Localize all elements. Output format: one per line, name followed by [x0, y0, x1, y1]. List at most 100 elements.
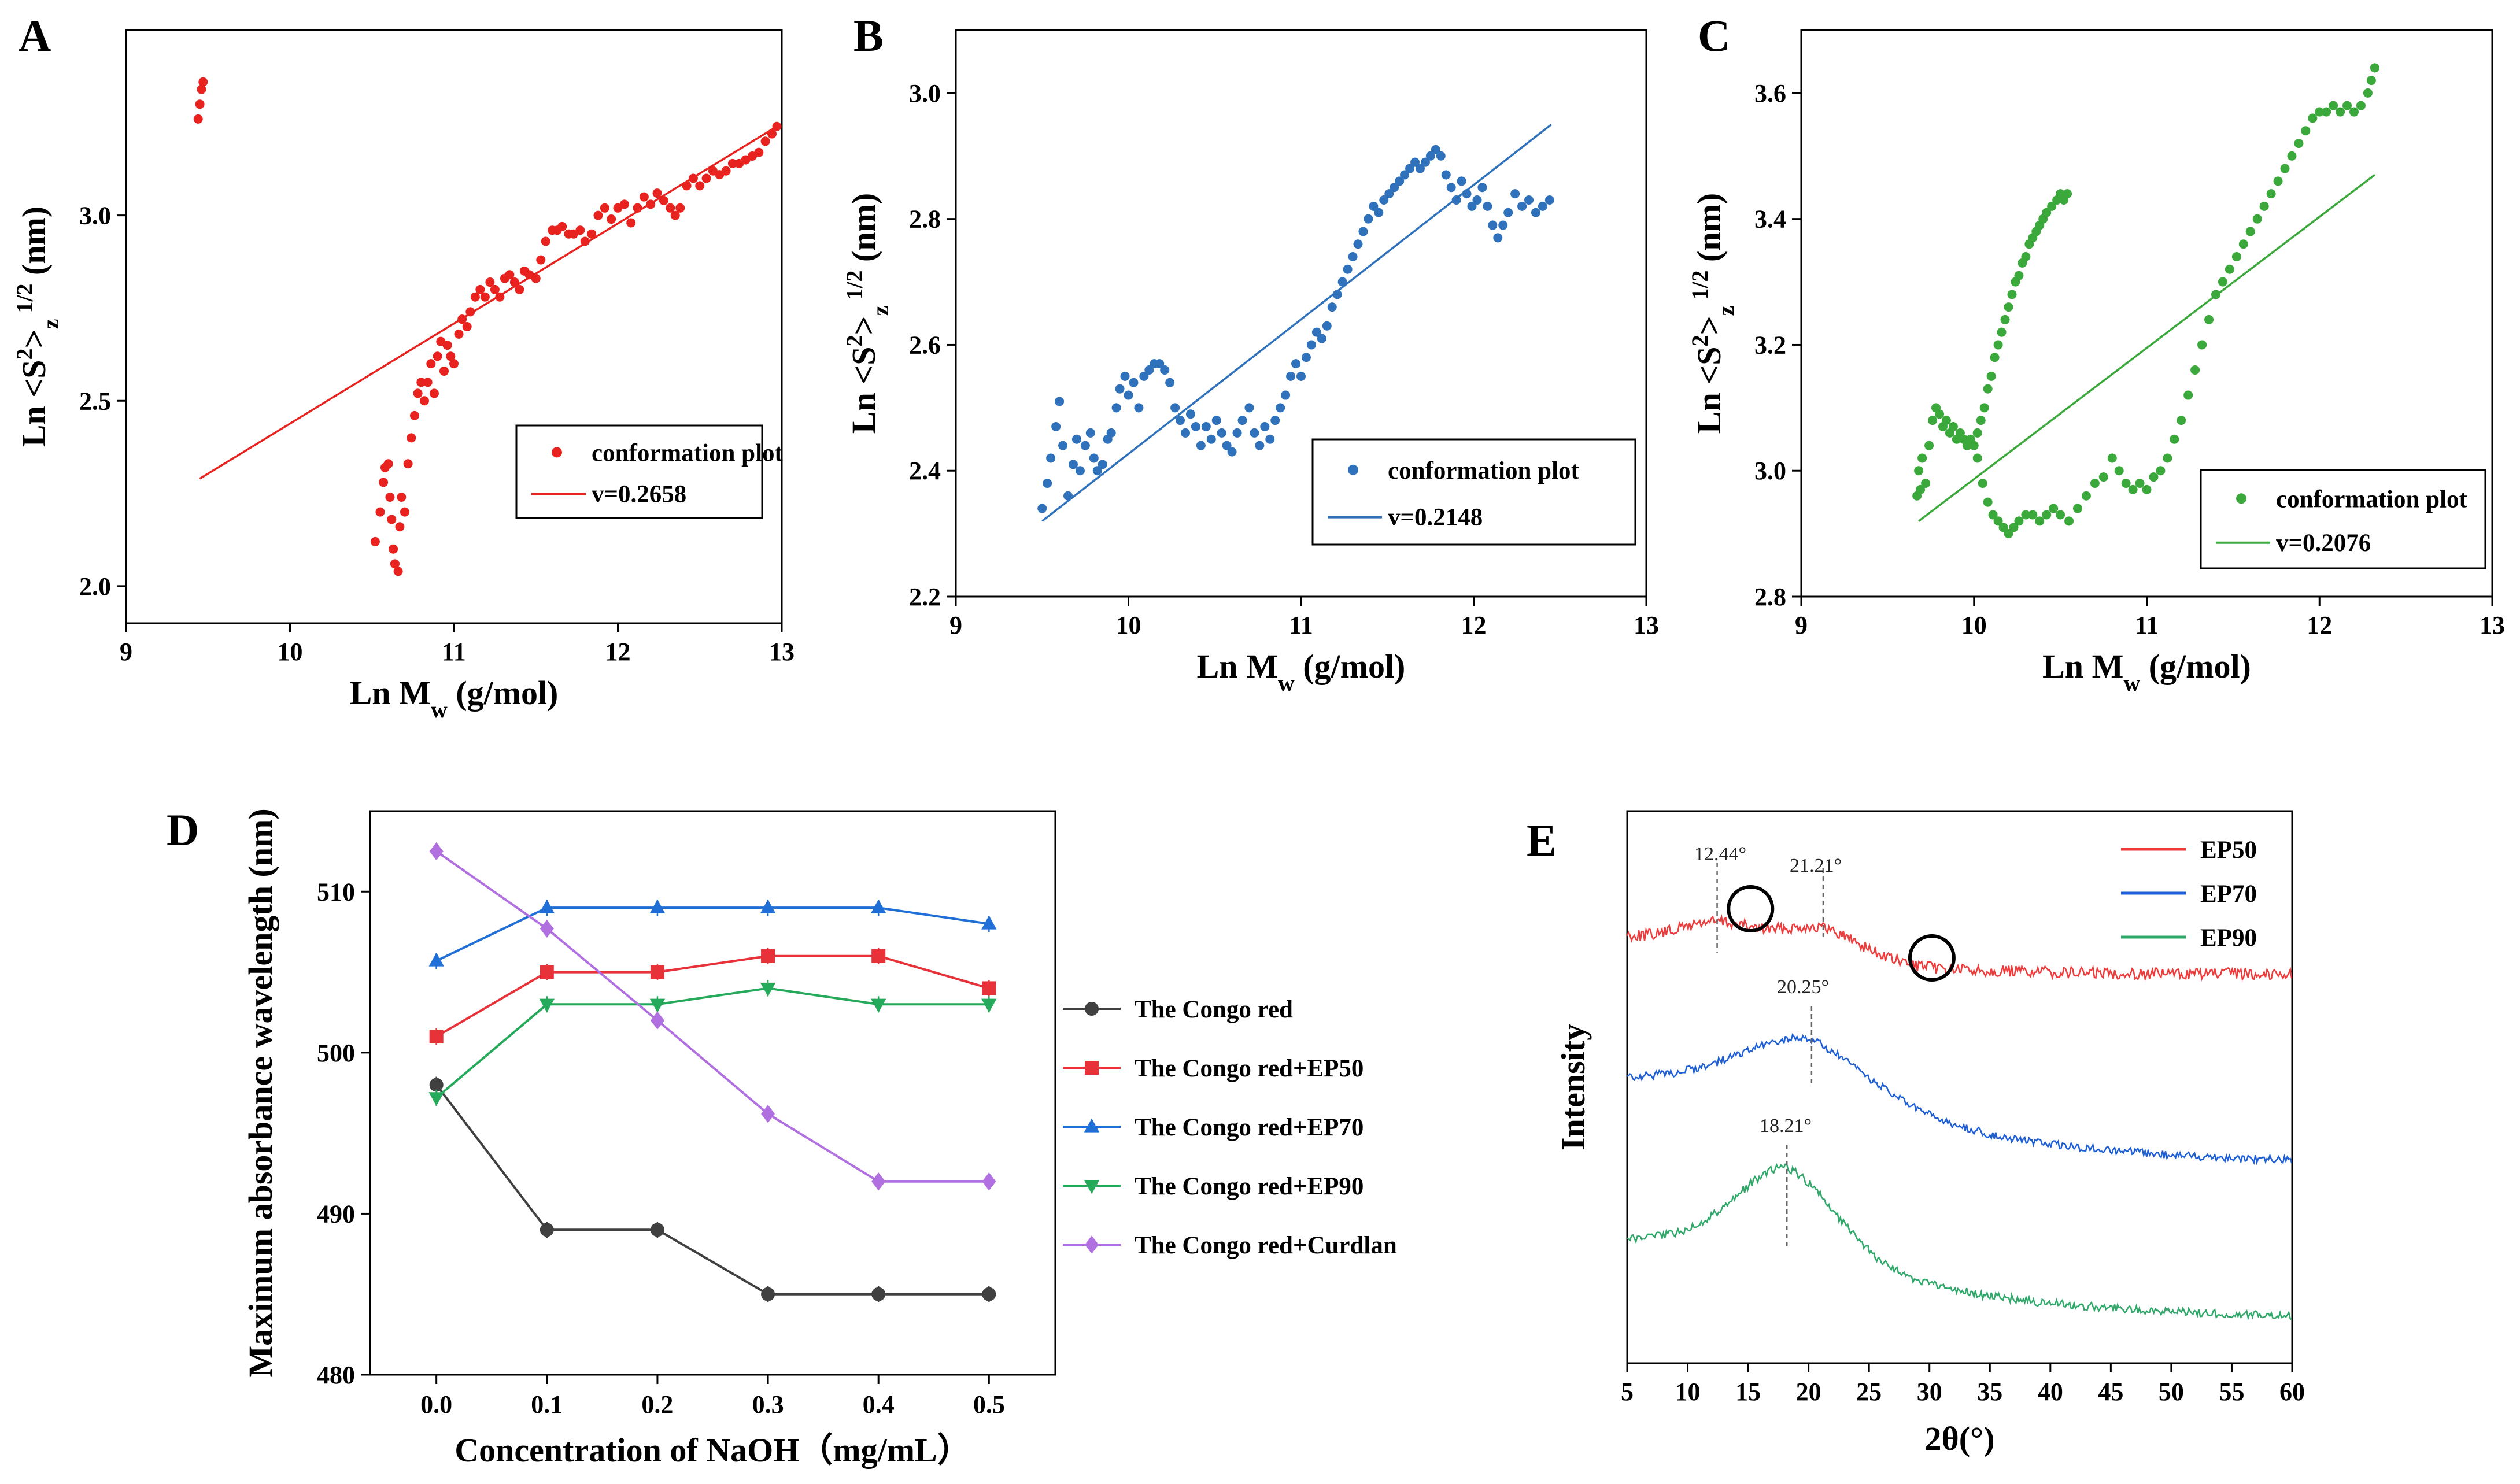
data-point — [2021, 510, 2031, 520]
x-axis-label: Concentration of NaOH（mg/mL） — [455, 1431, 971, 1469]
data-point — [1990, 353, 2000, 362]
legend-label: conformation plot — [1388, 457, 1580, 484]
data-point — [557, 221, 567, 231]
data-point — [1353, 239, 1363, 249]
panel-letter: D — [167, 805, 199, 855]
y-axis-label: Intensity — [1554, 1024, 1592, 1150]
data-point — [1181, 428, 1191, 438]
data-point — [2366, 76, 2376, 86]
data-point — [1071, 434, 1081, 444]
data-point — [649, 899, 666, 913]
data-point — [2014, 516, 2024, 526]
x-tick-label: 35 — [1977, 1378, 2002, 1406]
data-point — [1265, 434, 1275, 444]
data-point — [695, 181, 705, 191]
data-point — [1115, 384, 1125, 394]
y-tick-label: 3.6 — [1754, 79, 1786, 108]
x-tick-label: 10 — [1961, 611, 1987, 639]
data-point — [416, 378, 426, 387]
data-point — [1358, 227, 1368, 236]
data-point — [428, 1092, 444, 1106]
data-point — [871, 949, 886, 963]
data-point — [982, 981, 996, 995]
data-point — [2245, 227, 2255, 236]
data-point — [1400, 170, 1410, 180]
y-tick-label: 490 — [317, 1200, 355, 1228]
highlight-circle — [1727, 885, 1775, 932]
x-tick-label: 10 — [1675, 1378, 1701, 1406]
data-point — [2170, 434, 2179, 444]
data-point — [539, 998, 555, 1013]
data-point — [2183, 390, 2193, 400]
data-point — [428, 952, 444, 967]
panel-letter: A — [19, 10, 51, 61]
legend-box — [2200, 469, 2486, 569]
data-point — [480, 292, 490, 302]
data-point — [1379, 195, 1389, 205]
data-point — [370, 536, 380, 546]
data-point — [619, 199, 629, 209]
data-point — [1420, 157, 1430, 167]
data-point — [540, 1223, 554, 1237]
data-point — [2063, 189, 2072, 199]
data-point — [1374, 208, 1384, 217]
data-point — [505, 270, 515, 280]
x-tick-label: 12 — [605, 638, 631, 666]
x-tick-label: 50 — [2159, 1378, 2184, 1406]
data-point — [541, 236, 550, 246]
x-axis-label: Ln Mw (g/mol) — [1197, 647, 1406, 696]
data-point — [1165, 378, 1175, 387]
data-point — [2114, 466, 2124, 476]
data-point — [1306, 340, 1316, 350]
data-point — [772, 121, 782, 131]
data-point — [1170, 403, 1180, 413]
data-point — [1120, 371, 1130, 381]
data-point — [454, 329, 464, 339]
data-point — [1227, 447, 1237, 457]
y-tick-label: 2.8 — [1754, 583, 1786, 611]
xrd-pattern — [1627, 1163, 2292, 1321]
data-point — [1395, 176, 1405, 186]
data-point — [1260, 422, 1270, 431]
data-point — [1191, 422, 1200, 431]
data-point — [1538, 201, 1547, 211]
data-point — [580, 236, 590, 246]
x-tick-label: 45 — [2098, 1378, 2123, 1406]
x-tick-label: 25 — [1856, 1378, 1882, 1406]
data-point — [193, 114, 203, 124]
data-point — [761, 949, 775, 963]
data-point — [607, 214, 616, 224]
legend-label: EP90 — [2200, 924, 2257, 952]
data-point — [1498, 220, 1508, 230]
data-point — [1055, 397, 1065, 406]
data-point — [470, 292, 480, 302]
data-point — [2370, 63, 2379, 73]
data-point — [457, 314, 467, 324]
data-point — [2128, 484, 2138, 494]
y-axis-label: Maximum absorbance wavelength (nm) — [242, 808, 279, 1377]
xrd-pattern — [1626, 913, 2293, 982]
data-point — [475, 284, 485, 294]
data-point — [2004, 302, 2013, 312]
data-point — [2211, 290, 2220, 299]
x-tick-label: 40 — [2038, 1378, 2063, 1406]
data-point — [539, 899, 555, 913]
legend-label: EP70 — [2200, 880, 2257, 908]
data-point — [1250, 428, 1259, 438]
panel-c: C 9 10 11 12 13 2.8 3.0 3.2 3.4 3.6 Ln Mw (g/mol) Ln… — [1687, 10, 2506, 696]
panel-a: A 9 10 11 12 13 2.0 2.5 3.0 Ln Mw (g/mol) Ln <S2>z… — [12, 10, 795, 723]
data-point — [1503, 208, 1513, 217]
data-point — [1217, 428, 1226, 438]
data-point — [1085, 428, 1095, 438]
data-point — [1979, 403, 1989, 413]
y-tick-label: 500 — [317, 1039, 355, 1067]
data-point — [1106, 428, 1116, 438]
data-point — [2266, 189, 2276, 199]
data-point — [1917, 453, 1927, 463]
data-point — [2336, 107, 2345, 117]
data-point — [646, 199, 656, 209]
legend-box — [1311, 438, 1636, 546]
data-point — [2287, 151, 2297, 161]
legend-box — [515, 424, 763, 519]
